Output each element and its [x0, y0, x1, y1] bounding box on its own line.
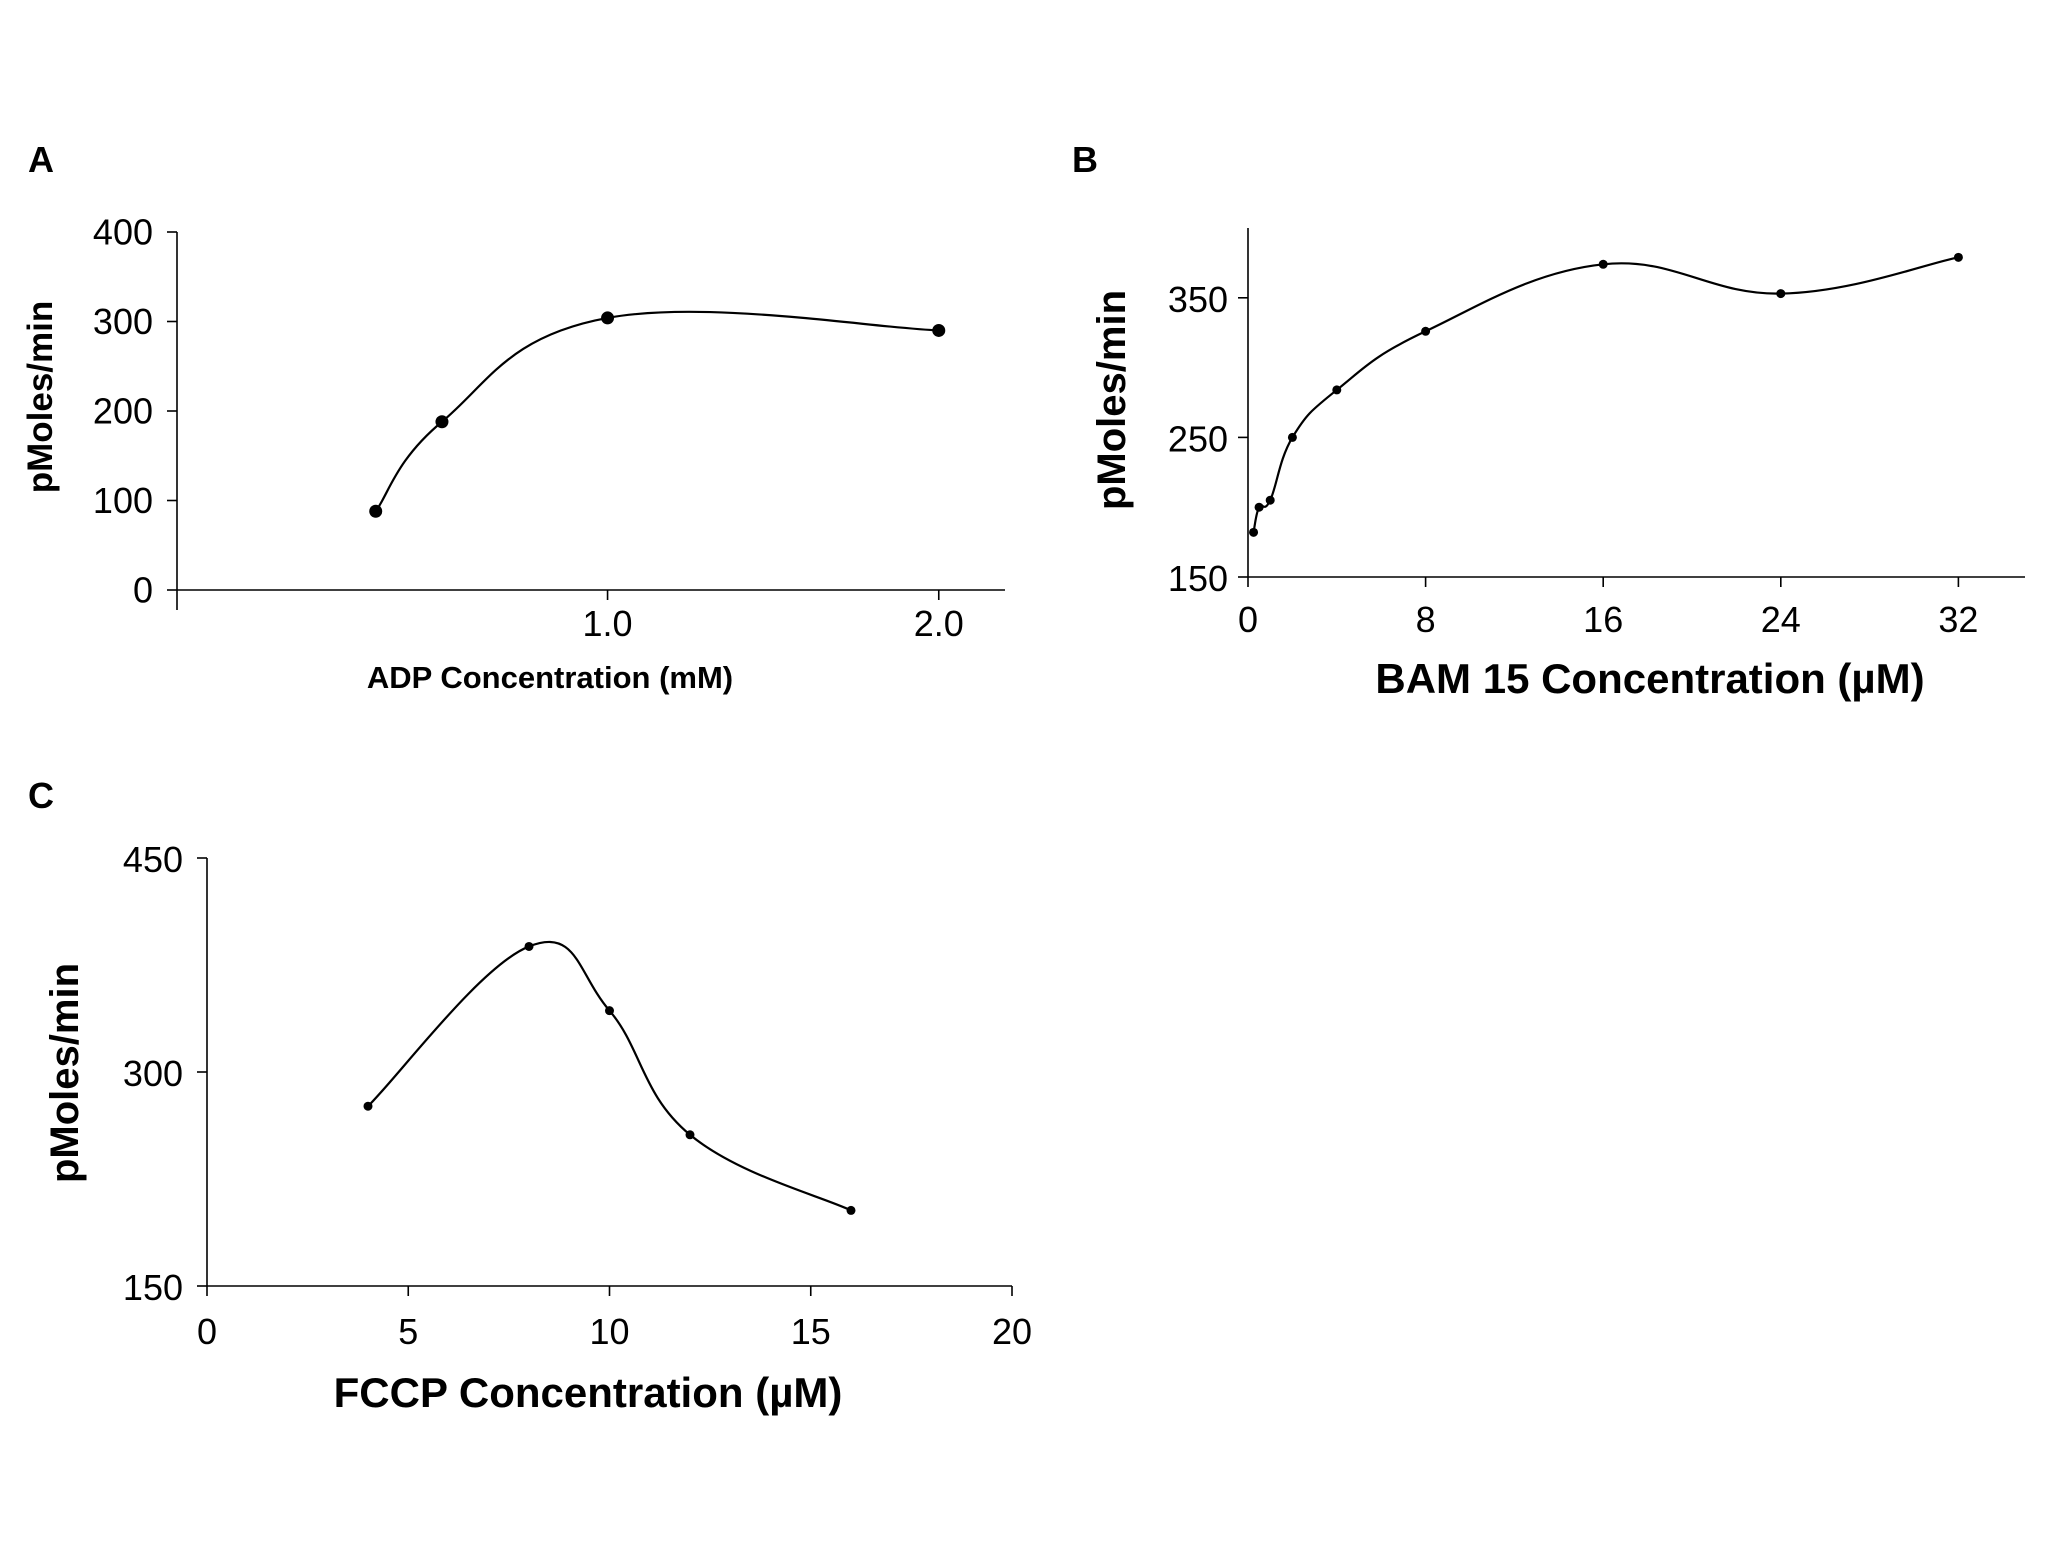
y-tick-label: 200: [93, 391, 153, 432]
x-tick-label: 16: [1583, 599, 1623, 640]
y-tick-label: 450: [123, 839, 183, 880]
panel-letter: B: [1072, 139, 1098, 180]
data-point: [601, 311, 615, 325]
data-point: [1332, 385, 1342, 395]
y-axis-title: pMoles/min: [43, 963, 87, 1183]
data-point: [685, 1130, 695, 1140]
y-tick-label: 150: [123, 1267, 183, 1308]
x-axis-title: ADP Concentration (mM): [367, 660, 733, 695]
y-tick-label: 150: [1168, 558, 1228, 599]
x-tick-label: 15: [791, 1311, 831, 1352]
data-point: [605, 1006, 614, 1016]
data-point: [1249, 527, 1259, 537]
data-point: [1254, 502, 1264, 512]
panel-a: A 0 100 200 300 400 1.0 2.0 ADP Concentration (m…: [21, 139, 1005, 695]
y-tick-label: 250: [1168, 418, 1228, 459]
y-tick-label: 400: [93, 212, 153, 253]
x-tick-label: 8: [1416, 599, 1436, 640]
data-point: [435, 415, 449, 429]
panel-letter: A: [28, 139, 54, 180]
y-tick-label: 350: [1168, 279, 1228, 320]
data-point: [1598, 259, 1608, 269]
data-point: [1287, 432, 1297, 442]
series-line: [1252, 256, 1959, 533]
x-tick-label: 20: [992, 1311, 1032, 1352]
y-axis-title: pMoles/min: [21, 301, 60, 494]
data-point: [1953, 252, 1963, 262]
x-tick-label: 24: [1761, 599, 1801, 640]
x-axis-title: BAM 15 Concentration (µM): [1375, 655, 1924, 702]
panel-c: C 150 300 450 0 5 10 15 20 FCCP Concentration (µM…: [28, 775, 1032, 1416]
series-line: [367, 940, 852, 1212]
x-axis-title: FCCP Concentration (µM): [334, 1369, 843, 1416]
x-tick-label: 32: [1938, 599, 1978, 640]
series-line: [374, 310, 939, 512]
data-point: [524, 941, 534, 951]
y-tick-label: 300: [93, 301, 153, 342]
data-point: [363, 1101, 373, 1111]
data-point: [1776, 289, 1786, 299]
panel-b: B 150 250 350 0 8 16 24 32 BAM 15 Concentration (…: [1072, 139, 2025, 702]
y-tick-label: 0: [133, 570, 153, 611]
data-point: [846, 1205, 856, 1215]
y-axis-title: pMoles/min: [1090, 290, 1134, 510]
x-tick-label: 0: [1238, 599, 1258, 640]
y-tick-label: 100: [93, 480, 153, 521]
data-point: [1265, 495, 1275, 505]
x-tick-label: 0: [197, 1311, 217, 1352]
panel-letter: C: [28, 775, 54, 816]
data-point: [932, 323, 946, 337]
data-point: [1421, 326, 1431, 336]
y-tick-label: 300: [123, 1053, 183, 1094]
x-tick-label: 2.0: [914, 603, 964, 644]
x-tick-label: 1.0: [583, 603, 633, 644]
data-point: [369, 504, 383, 518]
x-tick-label: 10: [589, 1311, 629, 1352]
x-tick-label: 5: [398, 1311, 418, 1352]
